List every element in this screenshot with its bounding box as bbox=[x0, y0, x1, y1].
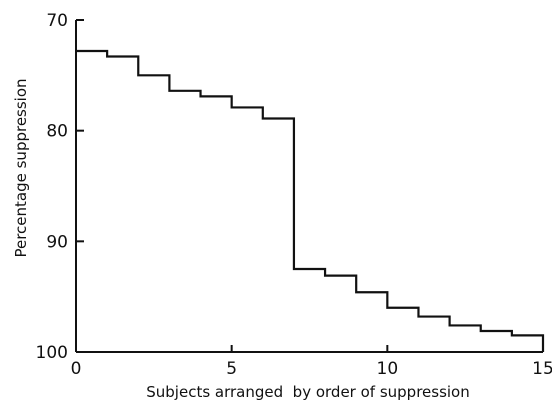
y-ticks: 70 80 90 100 bbox=[36, 11, 84, 363]
x-axis-label: Subjects arranged by order of suppressio… bbox=[146, 383, 470, 401]
y-tick-label: 70 bbox=[46, 11, 68, 31]
suppression-step-line bbox=[76, 49, 545, 352]
x-tick-label: 5 bbox=[226, 359, 237, 379]
x-tick-label: 0 bbox=[71, 359, 82, 379]
x-ticks: 0 5 10 15 bbox=[71, 345, 552, 379]
x-tick-label: 15 bbox=[532, 359, 552, 379]
x-tick-label: 10 bbox=[377, 359, 399, 379]
y-axis-label: Percentage suppression bbox=[12, 78, 30, 257]
y-tick-label: 80 bbox=[46, 122, 68, 142]
y-tick-label: 100 bbox=[36, 343, 68, 363]
axes bbox=[75, 20, 543, 353]
y-tick-label: 90 bbox=[46, 232, 68, 252]
